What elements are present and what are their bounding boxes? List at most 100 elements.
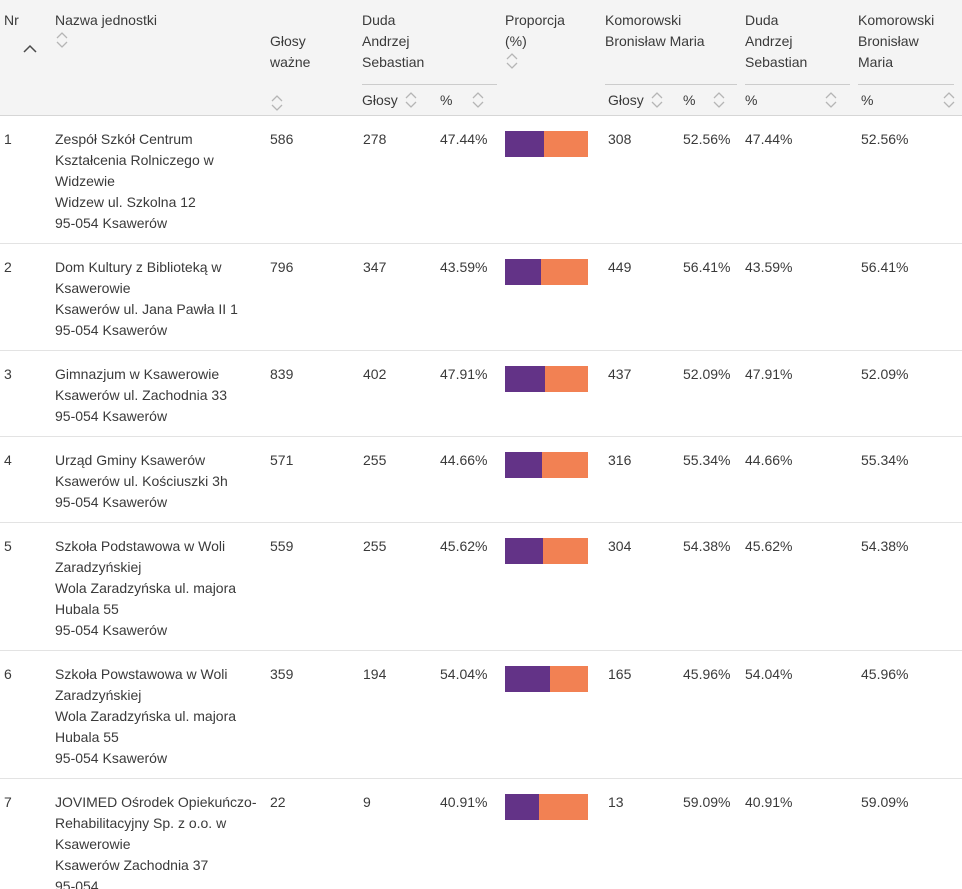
valid-votes-value: 559 bbox=[270, 538, 294, 554]
proportion-bar bbox=[505, 538, 588, 564]
table-row: 3 Gimnazjum w Ksawerowie Ksawerów ul. Za… bbox=[0, 350, 962, 436]
unit-address-line1: Ksawerów Zachodnia 37 bbox=[55, 857, 209, 873]
column-group-duda-2: Duda Andrzej Sebastian bbox=[745, 0, 850, 85]
unit-cell: Szkoła Podstawowa w Woli Zaradzyńskiej W… bbox=[55, 523, 268, 650]
unit-address-line2: 95-054 Ksawerów bbox=[55, 322, 168, 338]
sort-icon[interactable] bbox=[942, 91, 956, 109]
proportion-cell bbox=[505, 651, 605, 778]
column-group-duda-2-label: Duda Andrzej Sebastian bbox=[745, 12, 808, 70]
column-header-valid-votes-label: Głosy ważne bbox=[270, 33, 311, 70]
valid-votes-value: 839 bbox=[270, 366, 294, 382]
komorowski-percent-value: 54.38% bbox=[683, 538, 731, 554]
proportion-cell bbox=[505, 437, 605, 522]
proportion-bar-komorowski-segment bbox=[544, 366, 588, 392]
proportion-bar bbox=[505, 131, 588, 157]
komorowski-percent-value: 52.56% bbox=[683, 131, 731, 147]
column-group-komorowski-2-label: Komorowski Bronisław Maria bbox=[858, 12, 935, 70]
subcolumn-komorowski-percent-2-label: % bbox=[861, 91, 874, 108]
subcolumn-header-duda-percent[interactable]: % bbox=[440, 85, 505, 115]
sort-ascending-icon[interactable] bbox=[22, 44, 38, 54]
unit-cell: JOVIMED Ośrodek Opiekuńczo-Rehabilitacyj… bbox=[55, 779, 268, 889]
row-number: 3 bbox=[4, 366, 12, 382]
unit-cell: Gimnazjum w Ksawerowie Ksawerów ul. Zach… bbox=[55, 351, 268, 436]
sort-icon[interactable] bbox=[55, 31, 268, 49]
komorowski-percent-value-2: 56.41% bbox=[861, 259, 909, 275]
proportion-cell bbox=[505, 116, 605, 243]
unit-address-line2: 95-054 Ksawerów bbox=[55, 622, 168, 638]
proportion-bar-komorowski-segment bbox=[542, 538, 588, 564]
unit-address-line1: Ksawerów ul. Jana Pawła II 1 bbox=[55, 301, 238, 317]
row-number: 5 bbox=[4, 538, 12, 554]
komorowski-percent-value-2: 55.34% bbox=[861, 452, 909, 468]
proportion-bar bbox=[505, 794, 588, 820]
sort-icon[interactable] bbox=[471, 91, 485, 109]
sort-icon[interactable] bbox=[404, 91, 418, 109]
subcolumn-duda-percent-2-label: % bbox=[745, 91, 758, 108]
duda-votes-value: 278 bbox=[363, 131, 387, 147]
komorowski-votes-value: 165 bbox=[608, 666, 632, 682]
column-header-proportion[interactable]: Proporcja (%) bbox=[505, 0, 605, 115]
proportion-cell bbox=[505, 351, 605, 436]
komorowski-percent-value-2: 59.09% bbox=[861, 794, 909, 810]
subcolumn-header-komorowski-percent-2[interactable]: % bbox=[858, 85, 962, 115]
komorowski-votes-value: 304 bbox=[608, 538, 632, 554]
table-header: Nr Nazwa jednostki Głosy ważne Duda Andr… bbox=[0, 0, 962, 116]
sort-icon[interactable] bbox=[712, 91, 726, 109]
column-header-nr-label: Nr bbox=[4, 12, 19, 28]
proportion-bar bbox=[505, 666, 588, 692]
unit-cell: Zespół Szkół Centrum Kształcenia Rolnicz… bbox=[55, 116, 268, 243]
subcolumn-header-duda-votes[interactable]: Głosy bbox=[362, 85, 440, 115]
unit-address-line1: Ksawerów ul. Kościuszki 3h bbox=[55, 473, 228, 489]
duda-votes-value: 194 bbox=[363, 666, 387, 682]
duda-percent-value: 47.91% bbox=[440, 366, 488, 382]
duda-votes-value: 347 bbox=[363, 259, 387, 275]
subcolumn-header-komorowski-percent[interactable]: % bbox=[683, 85, 745, 115]
subcolumn-komorowski-votes-label: Głosy bbox=[608, 91, 644, 108]
unit-address-line1: Wola Zaradzyńska ul. majora Hubala 55 bbox=[55, 580, 237, 617]
table-row: 5 Szkoła Podstawowa w Woli Zaradzyńskiej… bbox=[0, 522, 962, 650]
duda-percent-value-2: 47.91% bbox=[745, 366, 793, 382]
duda-percent-value: 40.91% bbox=[440, 794, 488, 810]
subcolumn-duda-votes-label: Głosy bbox=[362, 91, 398, 108]
unit-name: Gimnazjum w Ksawerowie bbox=[55, 366, 220, 382]
table-row: 1 Zespół Szkół Centrum Kształcenia Rolni… bbox=[0, 116, 962, 243]
sort-icon[interactable] bbox=[270, 94, 362, 112]
row-number: 4 bbox=[4, 452, 12, 468]
table-row: 2 Dom Kultury z Biblioteką w Ksawerowie … bbox=[0, 243, 962, 350]
subcolumn-duda-percent-label: % bbox=[440, 91, 453, 108]
unit-cell: Szkoła Powstawowa w Woli Zaradzyńskiej W… bbox=[55, 651, 268, 778]
unit-name: Urząd Gminy Ksawerów bbox=[55, 452, 206, 468]
column-header-unit-name[interactable]: Nazwa jednostki bbox=[55, 0, 268, 115]
row-number: 2 bbox=[4, 259, 12, 275]
sort-icon[interactable] bbox=[824, 91, 838, 109]
table-row: 7 JOVIMED Ośrodek Opiekuńczo-Rehabilitac… bbox=[0, 778, 962, 889]
komorowski-votes-value: 308 bbox=[608, 131, 632, 147]
komorowski-percent-value: 45.96% bbox=[683, 666, 731, 682]
duda-percent-value-2: 44.66% bbox=[745, 452, 793, 468]
subcolumn-header-komorowski-votes[interactable]: Głosy bbox=[605, 85, 683, 115]
unit-address-line1: Widzew ul. Szkolna 12 bbox=[55, 194, 196, 210]
valid-votes-value: 571 bbox=[270, 452, 294, 468]
unit-cell: Dom Kultury z Biblioteką w Ksawerowie Ks… bbox=[55, 244, 268, 350]
valid-votes-value: 359 bbox=[270, 666, 294, 682]
proportion-bar-komorowski-segment bbox=[542, 452, 588, 478]
subcolumn-komorowski-percent-label: % bbox=[683, 91, 696, 108]
komorowski-votes-value: 449 bbox=[608, 259, 632, 275]
duda-percent-value-2: 47.44% bbox=[745, 131, 793, 147]
sort-icon[interactable] bbox=[505, 52, 605, 70]
column-header-valid-votes[interactable]: Głosy ważne bbox=[268, 0, 362, 115]
komorowski-percent-value: 52.09% bbox=[683, 366, 731, 382]
sort-icon[interactable] bbox=[650, 91, 664, 109]
duda-votes-value: 402 bbox=[363, 366, 387, 382]
duda-votes-value: 255 bbox=[363, 538, 387, 554]
subcolumn-header-duda-percent-2[interactable]: % bbox=[745, 85, 858, 115]
row-number: 7 bbox=[4, 794, 12, 810]
unit-name: JOVIMED Ośrodek Opiekuńczo-Rehabilitacyj… bbox=[55, 794, 257, 852]
proportion-bar-duda-segment bbox=[505, 452, 543, 478]
proportion-cell bbox=[505, 244, 605, 350]
column-header-nr[interactable]: Nr bbox=[0, 0, 55, 115]
duda-percent-value-2: 45.62% bbox=[745, 538, 793, 554]
komorowski-percent-value-2: 52.56% bbox=[861, 131, 909, 147]
proportion-bar bbox=[505, 366, 588, 392]
unit-name: Dom Kultury z Biblioteką w Ksawerowie bbox=[55, 259, 222, 296]
